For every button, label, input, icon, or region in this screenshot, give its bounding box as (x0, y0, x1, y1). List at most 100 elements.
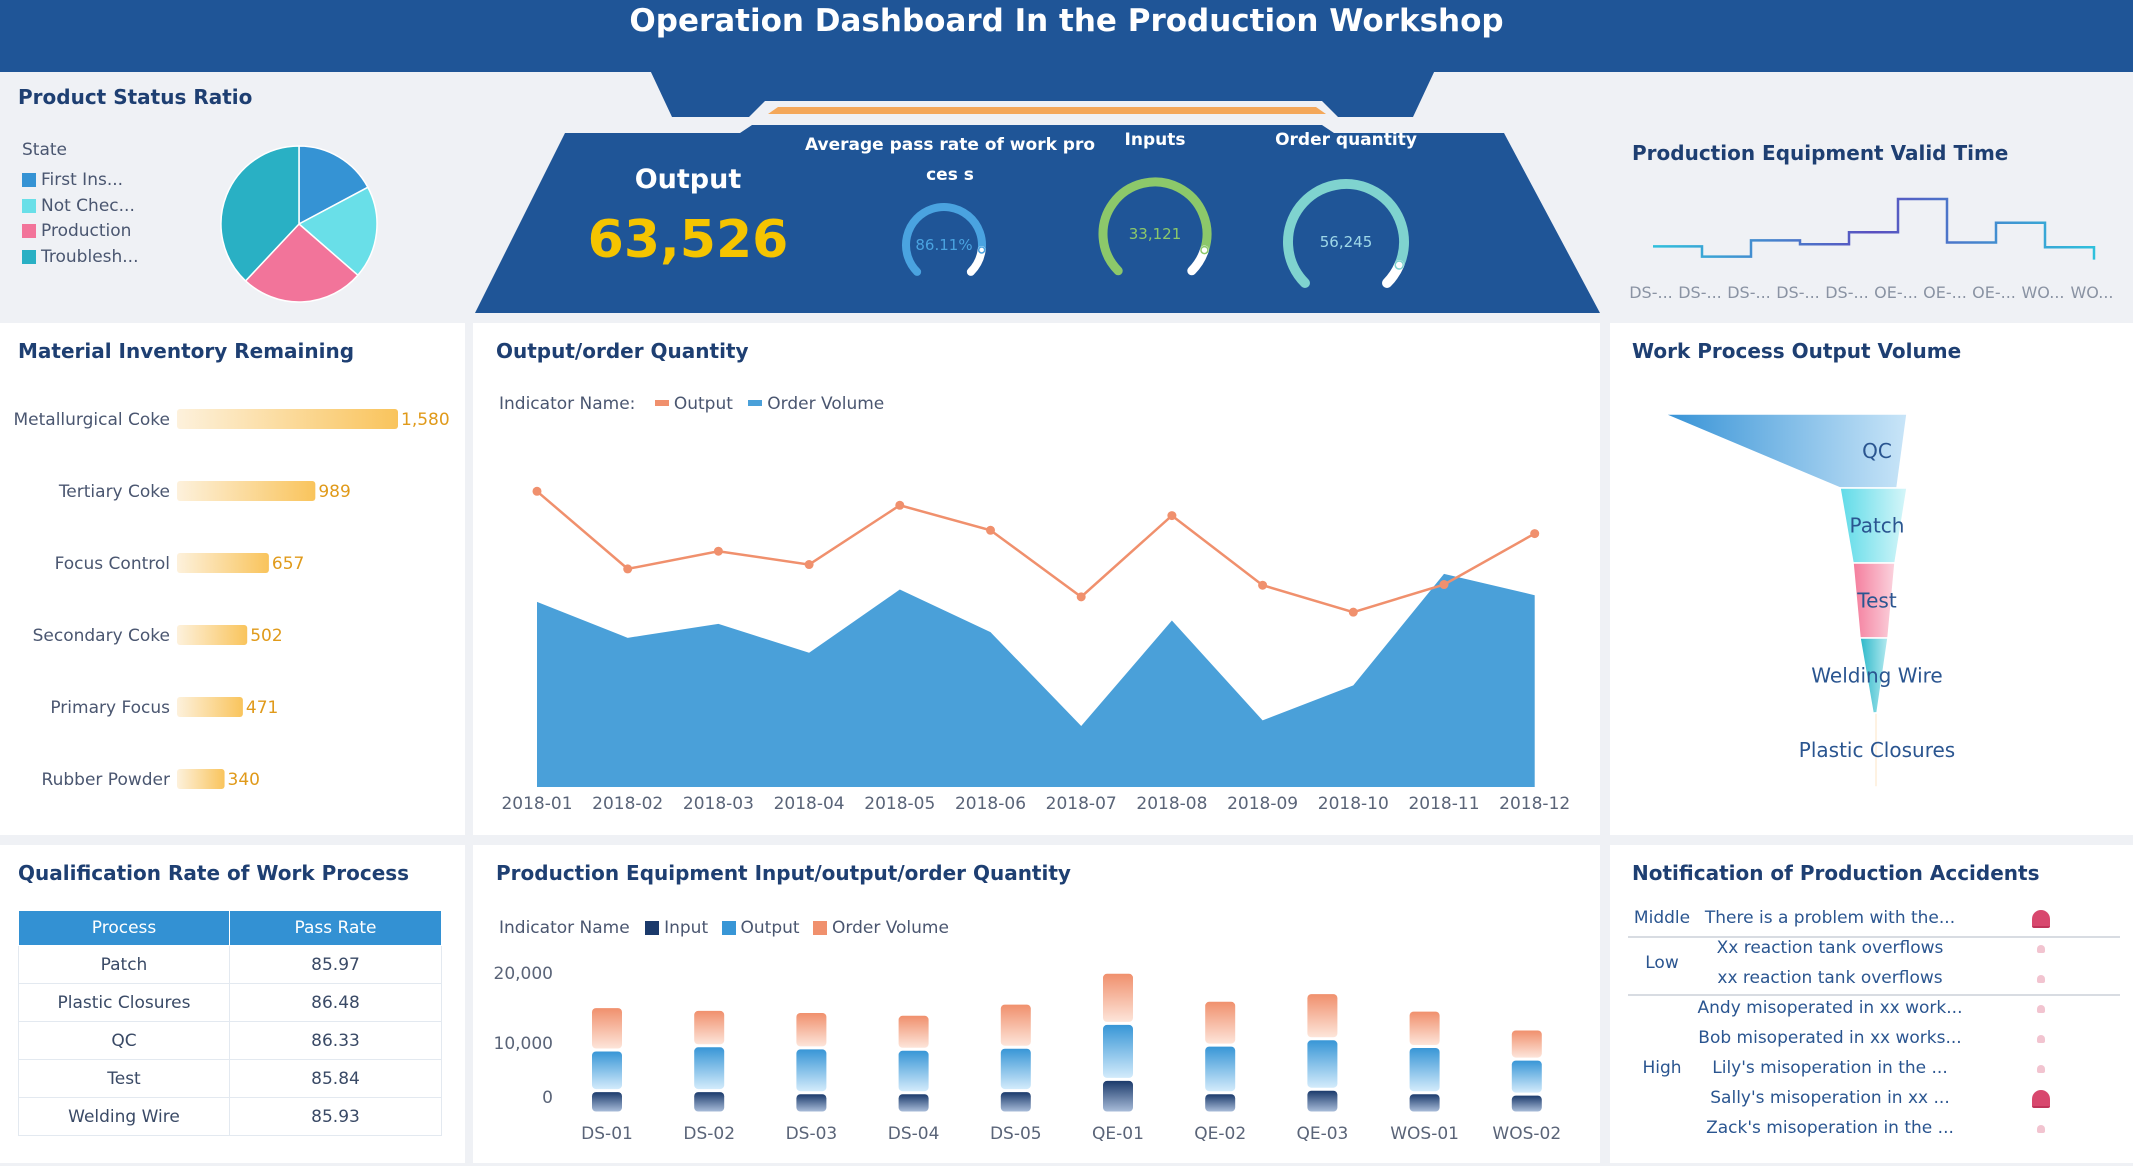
pie-legend-item[interactable]: First Ins... (22, 168, 139, 194)
bar-order-volume (1103, 973, 1133, 1022)
x-tick-label: WOS-02 (1492, 1124, 1561, 1144)
legend-swatch-icon (645, 921, 660, 935)
x-tick-label: DS-... (1825, 283, 1869, 302)
bar-legend: Indicator Name Input Output Order Volume (499, 918, 949, 938)
pass-rate-cell: 85.93 (229, 1097, 442, 1136)
bar-value-label: 657 (272, 554, 304, 574)
alarm-icon (2032, 910, 2050, 928)
table-row: Plastic Closures 86.48 (18, 983, 442, 1022)
product-status-pie (220, 145, 378, 303)
legend-item-order-volume[interactable]: Order Volume (813, 918, 949, 938)
x-tick-label: 2018-01 (501, 794, 572, 814)
x-tick-label: DS-05 (990, 1124, 1042, 1144)
legend-label: Input (664, 918, 709, 938)
legend-item-order-volume[interactable]: Order Volume (748, 394, 884, 414)
output-point (895, 500, 905, 510)
bar-order-volume (694, 1010, 725, 1045)
bar-output (1409, 1048, 1440, 1092)
accident-item[interactable]: Andy misoperated in xx work... (1697, 998, 1963, 1018)
legend-item-output[interactable]: Output (654, 394, 733, 414)
column-header-process[interactable]: Process (18, 910, 230, 946)
bar-output (898, 1050, 929, 1092)
bar-input (796, 1094, 827, 1112)
pie-legend-item[interactable]: Production (22, 219, 139, 245)
bar-output (592, 1051, 622, 1090)
x-tick-label: 2018-07 (1046, 794, 1117, 814)
accident-item[interactable]: xx reaction tank overflows (1717, 968, 1943, 988)
accident-item[interactable]: There is a problem with the... (1704, 908, 1956, 928)
page-title: Operation Dashboard In the Production Wo… (629, 3, 1504, 39)
gauge-value-arc (902, 203, 986, 276)
output-point (713, 546, 723, 556)
legend-label: First Ins... (41, 170, 124, 190)
output-order-chart: 2018-01 2018-02 2018-03 2018-04 2018-05 2018-… (501, 486, 1570, 814)
accidents-card (1610, 845, 2133, 1163)
pie-legend-item[interactable]: Not Chec... (22, 194, 139, 220)
pie-slice (220, 145, 300, 282)
inventory-bar (177, 409, 398, 429)
output-point (532, 486, 542, 496)
accident-item[interactable]: Bob misoperated in xx works... (1698, 1028, 1962, 1048)
bar-input (1205, 1094, 1236, 1112)
x-tick-label: QE-01 (1092, 1124, 1144, 1144)
x-tick-label: DS-04 (888, 1124, 940, 1144)
accident-item[interactable]: Sally's misoperation in xx ... (1710, 1088, 1950, 1108)
bar-value-label: 471 (246, 698, 278, 718)
bar-input (1409, 1094, 1440, 1112)
equipment-ioo-title: Production Equipment Input/output/order … (496, 861, 1071, 885)
alarm-icon (2037, 975, 2045, 983)
gauge-value-arc (1098, 177, 1212, 276)
work-process-funnel: QC Patch Test Welding Wire Plastic Closures (1663, 413, 1955, 788)
legend-title: Indicator Name (499, 918, 630, 938)
pie-legend-title: State (22, 140, 67, 160)
severity-level: Middle (1633, 908, 1691, 928)
product-status-title: Product Status Ratio (18, 85, 253, 109)
funnel-label: Patch (1850, 514, 1905, 538)
bar-input (898, 1094, 929, 1112)
funnel-label: Welding Wire (1811, 664, 1942, 688)
accident-item[interactable]: Xx reaction tank overflows (1716, 938, 1944, 958)
work-process-title: Work Process Output Volume (1632, 339, 1962, 363)
header-decoration (475, 70, 1600, 313)
accident-item[interactable]: Lily's misoperation in the ... (1712, 1058, 1948, 1078)
inputs-label: Inputs (1124, 130, 1186, 150)
bar-order-volume (1511, 1030, 1542, 1058)
alarm-icon (2037, 1065, 2045, 1073)
x-tick-label: 2018-04 (774, 794, 845, 814)
alarm-icon (2037, 1005, 2045, 1013)
bar-value-label: 502 (250, 626, 282, 646)
funnel-segment (1874, 712, 1878, 788)
table-row: Patch 85.97 (18, 945, 442, 984)
legend-label: Production (41, 221, 132, 241)
inputs-gauge-value: 33,121 (1128, 225, 1182, 243)
bar-output (1205, 1046, 1236, 1092)
accidents-title: Notification of Production Accidents (1632, 861, 2040, 885)
funnel-label: Test (1856, 589, 1897, 613)
bar-value-label: 989 (318, 482, 350, 502)
legend-item-input[interactable]: Input (645, 918, 708, 938)
alarm-icon (2032, 1090, 2050, 1108)
header-bar (0, 0, 2133, 72)
x-tick-label: 2018-06 (955, 794, 1026, 814)
divider (1628, 936, 2120, 938)
bar-input (694, 1092, 725, 1112)
output-value: 63,526 (587, 210, 789, 270)
severity-level: High (1642, 1058, 1682, 1078)
gauge-pointer (977, 246, 986, 254)
legend-label: Troublesh... (41, 246, 139, 267)
process-cell: Test (18, 1059, 230, 1098)
legend-item-output[interactable]: Output (721, 918, 800, 938)
table-row: QC 86.33 (18, 1021, 442, 1060)
column-header-pass-rate[interactable]: Pass Rate (229, 910, 442, 946)
pass-rate-cell: 85.97 (229, 945, 442, 984)
x-tick-label: OE-... (1923, 283, 1967, 302)
accident-item[interactable]: Zack's misoperation in the ... (1706, 1118, 1954, 1138)
x-tick-label: DS-01 (581, 1124, 633, 1144)
bar-order-volume (1307, 994, 1338, 1038)
legend-swatch-icon (22, 249, 36, 264)
material-title: Material Inventory Remaining (18, 339, 355, 363)
pie-legend-item[interactable]: Troublesh... (22, 245, 139, 271)
output-point (1258, 580, 1268, 590)
alarm-icon (2037, 1125, 2045, 1133)
order-gauge-value: 56,245 (1319, 233, 1373, 251)
